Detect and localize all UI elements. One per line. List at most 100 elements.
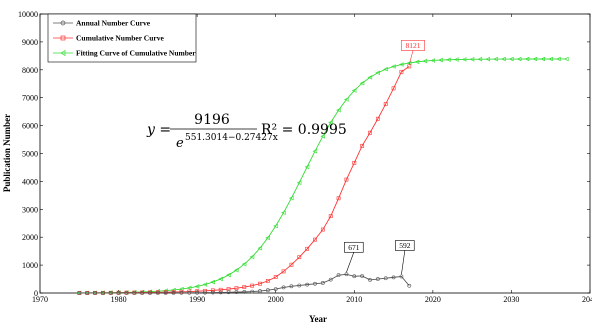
callout-label: 8121 [405,41,420,50]
data-point [399,69,404,74]
data-point [375,116,380,121]
data-point [218,287,223,292]
data-point [516,56,522,62]
legend-label-cumulative: Cumulative Number Curve [76,34,164,43]
x-tick-label: 1990 [189,295,205,304]
callout-pointer [346,252,355,273]
data-point [250,289,255,294]
y-tick-label: 6000 [22,122,38,131]
data-point [391,86,396,91]
y-tick-label: 10000 [18,10,38,19]
data-point [297,255,302,260]
data-point [155,290,160,295]
data-point [540,56,545,62]
data-point [493,56,498,62]
y-axis-label: Publication Number [2,114,12,192]
data-point [375,70,380,76]
data-point [352,274,357,279]
data-point [297,283,302,288]
callout-label: 592 [399,241,411,250]
data-point [313,281,317,286]
data-point [469,56,475,62]
data-point [414,59,420,65]
data-point [148,291,152,295]
equation-lhs: y = [146,122,171,138]
callout-box [400,40,425,51]
data-point [289,262,294,267]
data-point [344,177,349,182]
equation-exponent: 551.3014−0.27427x [185,133,278,143]
legend: Annual Number Curve Cumulative Number Cu… [47,13,197,63]
data-point [163,290,168,295]
data-point [320,281,325,285]
data-point [85,291,90,295]
data-point [524,56,530,62]
data-point [195,290,200,295]
data-point [407,64,412,69]
data-point [242,285,247,289]
data-point [352,160,357,165]
x-tick-label: 2010 [346,295,362,304]
legend-entry-annual: Annual Number Curve [53,19,151,28]
series-layer [76,56,569,296]
data-point [108,291,113,295]
data-point [281,285,286,290]
data-point [187,290,192,295]
callout-box [395,240,415,251]
data-point [328,214,333,219]
data-point [407,283,412,288]
data-point [233,267,239,273]
data-point [398,62,404,67]
data-point [556,56,561,62]
data-point [249,254,255,260]
data-point [77,291,82,295]
y-tick-label: 5000 [22,150,38,159]
legend-entry-cumulative: Cumulative Number Curve [53,34,164,43]
data-point [210,288,215,293]
data-point [241,261,247,267]
data-point [383,66,388,72]
data-point [171,290,176,295]
data-point [296,180,302,185]
data-point [234,290,239,294]
callout-671: 671 [344,241,364,273]
data-point [391,64,396,69]
data-point [218,290,223,295]
y-tick-label: 7000 [22,94,38,103]
data-point [226,272,231,278]
data-point [305,246,310,251]
data-point [234,286,239,291]
callout-box [344,241,364,253]
data-point [430,58,435,63]
data-point [226,290,231,295]
x-tick-label: 2020 [425,295,441,304]
data-point [477,56,483,62]
data-point [438,57,443,63]
data-point [210,290,215,295]
data-point [375,277,380,281]
data-point [281,210,286,215]
data-point [203,290,207,295]
y-tick-label: 3000 [22,205,38,214]
callout-8121: 8121 [400,40,425,65]
data-point [563,56,569,62]
data-point [368,130,372,135]
data-point [320,227,325,232]
data-point [100,291,105,295]
data-point [368,277,372,282]
callout-label: 671 [348,243,360,252]
data-point [391,275,396,280]
y-tick-label: 2000 [22,233,38,242]
series-0 [77,272,412,295]
data-point [485,56,490,62]
series-line [79,58,567,294]
data-point [359,80,365,86]
data-point [336,196,341,201]
data-point [383,102,388,106]
x-tick-label: 2030 [503,295,519,304]
data-point [383,276,388,281]
data-point [179,290,184,295]
equation-base: e [176,136,184,151]
